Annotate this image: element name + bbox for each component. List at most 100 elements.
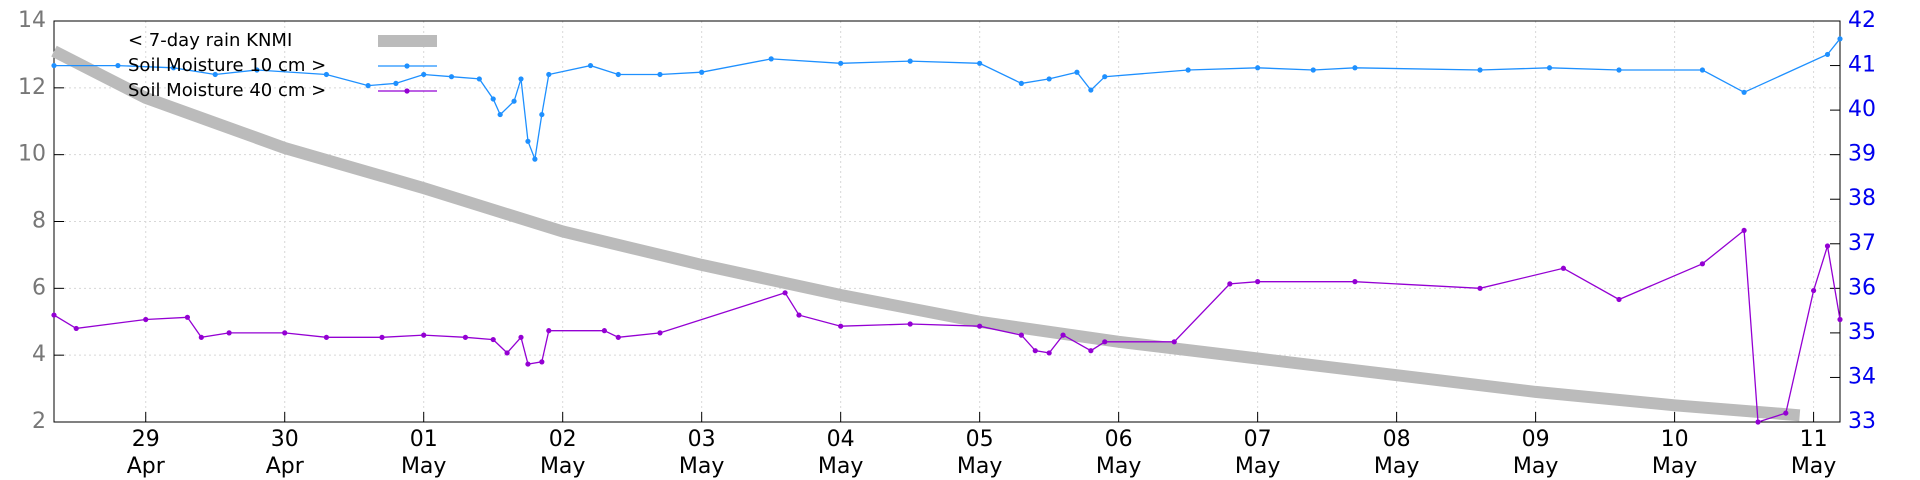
data-point bbox=[1783, 410, 1789, 416]
data-point bbox=[490, 336, 496, 343]
data-point bbox=[518, 76, 524, 82]
data-point bbox=[532, 156, 538, 162]
data-point bbox=[1088, 348, 1094, 354]
y2-tick-label: 39 bbox=[1848, 142, 1876, 167]
data-point bbox=[1018, 80, 1024, 86]
data-point bbox=[115, 62, 121, 69]
data-point bbox=[1560, 265, 1567, 271]
x-tick-label: 03 May bbox=[678, 427, 725, 479]
data-point bbox=[490, 96, 496, 102]
data-point bbox=[1699, 67, 1706, 73]
data-point bbox=[198, 334, 204, 340]
data-point bbox=[393, 80, 399, 86]
data-point bbox=[1102, 74, 1108, 80]
y2-tick-label: 42 bbox=[1848, 8, 1876, 33]
y2-tick-label: 33 bbox=[1848, 409, 1876, 434]
data-point bbox=[525, 361, 531, 367]
data-point bbox=[907, 321, 913, 327]
data-point bbox=[1741, 89, 1747, 95]
data-point bbox=[1060, 332, 1066, 338]
data-point bbox=[421, 332, 427, 338]
data-point bbox=[1824, 51, 1831, 58]
data-point bbox=[546, 71, 552, 78]
data-point bbox=[1227, 281, 1233, 287]
data-point bbox=[657, 71, 663, 78]
y-tick-label: 8 bbox=[32, 209, 46, 234]
x-tick-label: 01 May bbox=[400, 427, 447, 479]
x-tick-label: 10 May bbox=[1651, 427, 1698, 479]
x-tick-label: 11 May bbox=[1790, 427, 1837, 479]
data-point bbox=[365, 83, 371, 89]
y-tick-label: 2 bbox=[32, 409, 46, 434]
data-point bbox=[768, 56, 774, 62]
y2-tick-label: 35 bbox=[1848, 320, 1876, 345]
data-point bbox=[1699, 261, 1706, 267]
x-tick-label: 09 May bbox=[1512, 427, 1559, 479]
y-tick-label: 12 bbox=[18, 75, 46, 100]
data-point bbox=[838, 60, 844, 66]
data-point bbox=[977, 60, 983, 66]
data-point bbox=[51, 312, 57, 318]
data-point bbox=[518, 334, 524, 340]
data-point bbox=[462, 334, 469, 340]
data-point bbox=[1074, 69, 1080, 75]
y2-tick-label: 34 bbox=[1848, 364, 1876, 389]
x-tick-label: 08 May bbox=[1373, 427, 1420, 479]
data-point bbox=[1616, 296, 1622, 303]
y-tick-label: 14 bbox=[18, 8, 46, 33]
data-point bbox=[1837, 36, 1843, 42]
data-point bbox=[511, 98, 517, 104]
data-point bbox=[1824, 243, 1831, 249]
data-point bbox=[601, 328, 607, 334]
data-point bbox=[657, 330, 663, 336]
data-point bbox=[51, 62, 57, 69]
data-point bbox=[323, 71, 330, 78]
data-point bbox=[1352, 65, 1358, 71]
data-point bbox=[170, 65, 177, 71]
data-point bbox=[796, 312, 802, 318]
data-point bbox=[1616, 67, 1622, 73]
data-point bbox=[226, 330, 232, 336]
data-point bbox=[282, 330, 288, 336]
rain-line bbox=[51, 45, 1801, 422]
data-point bbox=[1255, 65, 1261, 71]
data-point bbox=[1088, 87, 1094, 93]
data-point bbox=[539, 111, 545, 118]
data-point bbox=[1032, 348, 1038, 354]
legend-marker bbox=[404, 88, 410, 94]
data-point bbox=[1018, 332, 1024, 338]
plot-frame bbox=[53, 20, 1841, 423]
data-point bbox=[1546, 65, 1553, 71]
data-point bbox=[1185, 67, 1191, 73]
data-point bbox=[184, 314, 191, 320]
data-point bbox=[838, 323, 844, 329]
data-point bbox=[254, 67, 260, 73]
data-point bbox=[1741, 227, 1747, 234]
x-tick-label: 30 Apr bbox=[265, 427, 304, 479]
data-point bbox=[615, 334, 621, 340]
data-point bbox=[539, 359, 545, 365]
data-point bbox=[73, 325, 79, 332]
y2-tick-label: 40 bbox=[1848, 97, 1876, 122]
x-tick-label: 02 May bbox=[539, 427, 586, 479]
y2-tick-label: 36 bbox=[1848, 275, 1876, 300]
data-point bbox=[1477, 285, 1483, 291]
legend-marker bbox=[404, 63, 410, 69]
y2-tick-label: 37 bbox=[1848, 231, 1876, 256]
data-point bbox=[379, 334, 385, 340]
data-point bbox=[1171, 339, 1177, 345]
data-point bbox=[907, 58, 913, 64]
data-point bbox=[699, 69, 705, 75]
data-point bbox=[525, 138, 531, 144]
data-point bbox=[1352, 279, 1358, 285]
x-tick-label: 05 May bbox=[956, 427, 1003, 479]
x-tick-label: 29 Apr bbox=[126, 427, 165, 479]
data-point bbox=[1310, 67, 1316, 73]
data-point bbox=[587, 62, 594, 69]
data-point bbox=[421, 71, 427, 78]
data-point bbox=[497, 111, 503, 118]
data-point bbox=[1477, 67, 1483, 73]
data-point bbox=[504, 350, 510, 356]
